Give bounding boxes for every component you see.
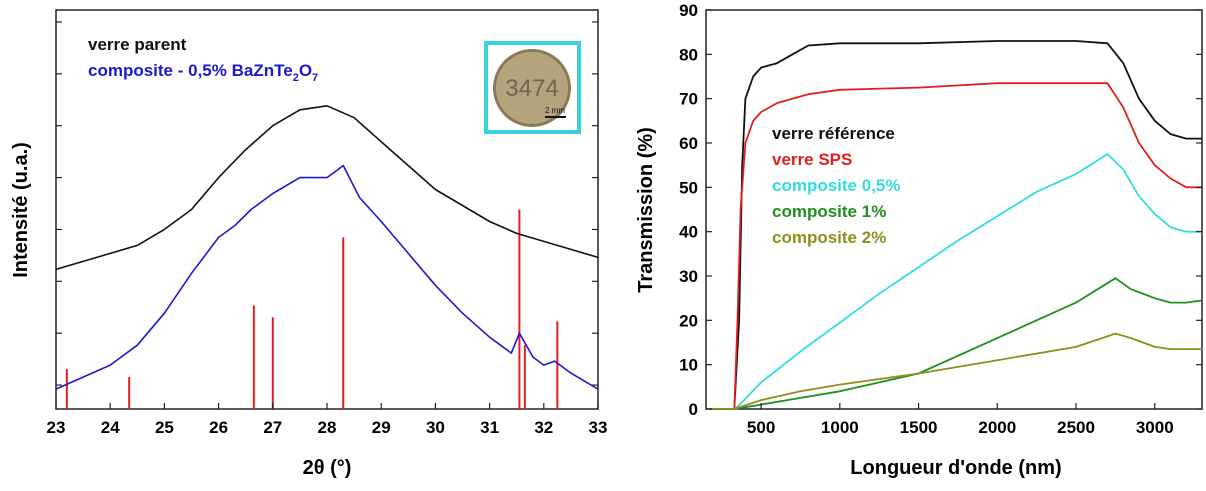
legend-label-verre-sps: verre SPS: [772, 150, 852, 169]
transmission-y-tick-label: 70: [679, 90, 698, 109]
transmission-series-lines: [706, 40, 1203, 410]
xrd-x-tick-label: 30: [426, 418, 445, 437]
sample-photo-label: 3474: [505, 75, 558, 102]
xrd-x-tick-label: 29: [372, 418, 391, 437]
xrd-x-ticks: 23 24 25 26 27 28 29 30 31 32 33: [47, 403, 608, 437]
transmission-line-verre-r-f-rence: [706, 40, 1202, 410]
xrd-y-ticks: [56, 21, 598, 386]
xrd-x-tick-label: 25: [155, 418, 174, 437]
legend-label-composite-1: composite 1%: [772, 202, 886, 221]
transmission-x-tick-label: 2500: [1057, 418, 1095, 437]
xrd-x-tick-label: 32: [534, 418, 553, 437]
transmission-y-axis-label: Transmission (%): [635, 127, 657, 293]
xrd-y-axis-label: Intensité (u.a.): [10, 142, 32, 278]
transmission-y-tick-label: 90: [679, 1, 698, 20]
legend-label-composite: composite - 0,5% BaZnTe2O7: [88, 61, 318, 84]
transmission-x-ticks: 500 1000 1500 2000 2500 3000: [747, 403, 1174, 437]
xrd-x-tick-label: 28: [318, 418, 337, 437]
xrd-chart: 23 24 25 26 27 28 29 30 31 32 33 2θ (°) Intensité …: [10, 9, 608, 479]
xrd-x-tick-label: 27: [263, 418, 282, 437]
xrd-x-tick-label: 33: [589, 418, 608, 437]
transmission-chart: 500 1000 1500 2000 2500 3000 0 10 20 30 40 50 60 70 8…: [635, 1, 1203, 479]
transmission-line-composite-0-5: [706, 153, 1202, 410]
xrd-series-lines: [55, 105, 599, 390]
sample-photo-scale: 2 mm: [545, 106, 565, 115]
transmission-y-tick-label: 80: [679, 45, 698, 64]
legend-label-verre-parent: verre parent: [88, 35, 187, 54]
legend-label-composite-05: composite 0,5%: [772, 176, 901, 195]
transmission-plot-frame: [705, 9, 1203, 410]
legend-label-verre-reference: verre référence: [772, 124, 895, 143]
transmission-x-tick-label: 2000: [978, 418, 1016, 437]
transmission-y-tick-label: 60: [679, 134, 698, 153]
legend-label-composite-2: composite 2%: [772, 228, 886, 247]
xrd-x-tick-label: 26: [209, 418, 228, 437]
transmission-line-composite-1: [706, 277, 1203, 410]
transmission-x-tick-label: 500: [747, 418, 775, 437]
transmission-y-tick-label: 20: [679, 311, 698, 330]
transmission-x-tick-label: 1000: [821, 418, 859, 437]
transmission-y-tick-label: 50: [679, 178, 698, 197]
transmission-line-composite-2: [706, 332, 1202, 410]
xrd-x-axis-label: 2θ (°): [303, 457, 352, 479]
transmission-y-ticks: 0 10 20 30 40 50 60 70 80 90: [679, 1, 1202, 419]
xrd-x-tick-label: 23: [47, 418, 66, 437]
xrd-x-tick-label: 24: [101, 418, 120, 437]
xrd-series-line-1: [55, 164, 599, 390]
sample-photo-inset: 3474 2 mm: [484, 41, 581, 134]
xrd-series-line-0: [55, 105, 599, 271]
transmission-y-tick-label: 0: [689, 400, 698, 419]
transmission-y-tick-label: 10: [679, 356, 698, 375]
transmission-y-tick-label: 40: [679, 223, 698, 242]
transmission-x-tick-label: 1500: [900, 418, 938, 437]
xrd-reference-peaks: [65, 209, 559, 409]
transmission-y-tick-label: 30: [679, 267, 698, 286]
transmission-x-axis-label: Longueur d'onde (nm): [850, 457, 1061, 479]
transmission-x-tick-label: 3000: [1136, 418, 1174, 437]
xrd-x-tick-label: 31: [480, 418, 499, 437]
transmission-line-verre-sps: [706, 82, 1202, 410]
